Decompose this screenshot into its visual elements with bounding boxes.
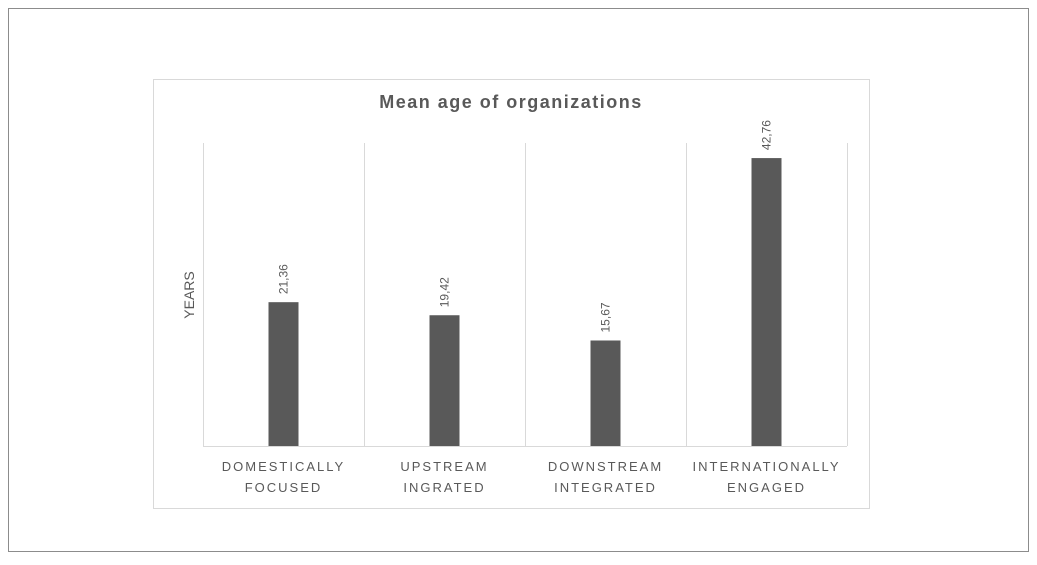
x-tick-label: DOWNSTREAM [548, 459, 663, 474]
data-label: 15,67 [599, 302, 613, 332]
data-label: 19,42 [438, 277, 452, 307]
x-tick-label: INTEGRATED [554, 480, 657, 495]
bar [268, 302, 299, 446]
frame [8, 8, 1029, 552]
bar [751, 158, 782, 446]
chart-title: Mean age of organizations [379, 92, 643, 112]
y-axis-label: YEARS [181, 271, 197, 318]
x-tick-label: INTERNATIONALLY [693, 459, 841, 474]
bar [429, 315, 460, 446]
data-label: 21,36 [277, 264, 291, 294]
x-tick-label: INGRATED [403, 480, 485, 495]
x-tick-label: FOCUSED [245, 480, 323, 495]
x-tick-label: DOMESTICALLY [222, 459, 345, 474]
x-tick-label: ENGAGED [727, 480, 806, 495]
x-tick-label: UPSTREAM [400, 459, 488, 474]
data-label: 42,76 [760, 120, 774, 150]
bar [590, 340, 621, 446]
